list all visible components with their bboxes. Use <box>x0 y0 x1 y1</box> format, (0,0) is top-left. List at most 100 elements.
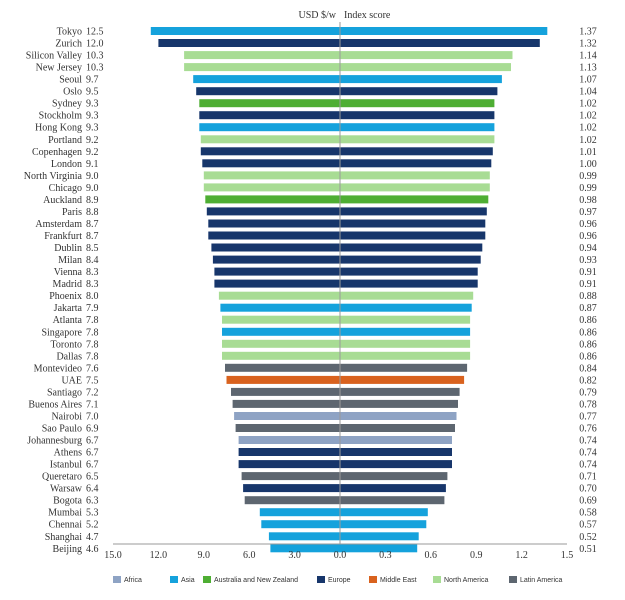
bar-usd-warsaw <box>243 484 340 493</box>
usd-value-label: 8.7 <box>86 231 99 242</box>
city-label: Copenhagen <box>32 147 82 158</box>
bar-usd-johannesburg <box>238 436 340 444</box>
city-label: Silicon Valley <box>26 51 82 62</box>
usd-value-label: 10.3 <box>86 63 104 74</box>
usd-value-label: 7.6 <box>86 363 99 374</box>
bar-index-auckland <box>340 195 489 204</box>
index-value-label: 0.87 <box>579 303 597 314</box>
bar-usd-amsterdam <box>208 219 340 228</box>
usd-value-label: 9.0 <box>86 171 99 182</box>
bar-usd-auckland <box>205 195 340 204</box>
bar-index-queretaro <box>340 472 448 481</box>
bar-index-warsaw <box>340 484 446 493</box>
bar-usd-frankfurt <box>208 231 340 240</box>
usd-value-label: 7.8 <box>86 339 99 350</box>
bar-index-paris <box>340 207 487 216</box>
city-label: Dublin <box>54 243 82 254</box>
usd-value-label: 7.8 <box>86 351 99 362</box>
legend-label: Latin America <box>520 577 563 584</box>
index-value-label: 0.70 <box>579 484 597 495</box>
city-label: Nairobi <box>51 412 82 423</box>
index-value-label: 0.99 <box>579 171 597 182</box>
usd-value-label: 10.3 <box>86 51 104 62</box>
bar-usd-jakarta <box>220 303 340 312</box>
usd-value-label: 6.4 <box>86 484 99 495</box>
legend-label: North America <box>444 577 488 584</box>
bar-usd-sydney <box>199 99 340 108</box>
usd-value-label: 6.7 <box>86 436 99 447</box>
city-label: Queretaro <box>42 472 82 483</box>
bar-usd-istanbul <box>238 460 340 469</box>
bar-usd-north-virginia <box>203 171 340 180</box>
usd-value-label: 7.9 <box>86 303 99 314</box>
city-label: Dallas <box>56 351 82 362</box>
legend-item-asia: Asia <box>170 576 195 584</box>
usd-value-label: 6.7 <box>86 460 99 471</box>
city-label: Paris <box>62 207 82 218</box>
bar-index-tokyo <box>340 27 548 35</box>
index-value-label: 0.91 <box>579 267 597 278</box>
usd-value-label: 12.5 <box>86 27 104 38</box>
city-label: Vienna <box>54 267 83 278</box>
bar-usd-beijing <box>270 544 340 553</box>
bar-usd-dallas <box>222 351 340 360</box>
index-value-label: 0.94 <box>579 243 597 254</box>
bar-index-buenos-aires <box>340 399 458 408</box>
index-value-label: 1.13 <box>579 63 597 74</box>
city-label: Santiago <box>47 387 82 398</box>
left-tick-label: 15.0 <box>104 550 122 561</box>
bars: Tokyo 12.5 1.37 Zurich 12.0 1.32 Silicon Valle… <box>24 27 597 555</box>
bar-index-vienna <box>340 267 478 276</box>
legend-swatch <box>113 576 121 583</box>
bar-index-istanbul <box>340 460 452 469</box>
index-value-label: 0.74 <box>579 448 597 459</box>
city-label: Johannesburg <box>27 436 82 447</box>
bar-usd-new-jersey <box>184 63 340 72</box>
city-label: Chicago <box>49 183 82 194</box>
legend-swatch <box>433 576 441 583</box>
right-tick-label: 1.5 <box>561 550 574 561</box>
index-value-label: 0.93 <box>579 255 597 266</box>
index-value-label: 0.88 <box>579 291 597 302</box>
index-value-label: 1.02 <box>579 99 597 110</box>
legend-label: Australia and New Zealand <box>214 577 298 584</box>
legend-swatch <box>369 576 377 583</box>
bar-usd-london <box>202 159 340 168</box>
bar-usd-santiago <box>231 387 340 396</box>
index-value-label: 0.58 <box>579 508 597 519</box>
bar-usd-montevideo <box>225 363 340 372</box>
bar-index-dublin <box>340 243 483 252</box>
legend-item-na: North America <box>433 576 488 584</box>
bar-usd-toronto <box>222 339 340 348</box>
bar-index-uae <box>340 375 465 384</box>
bar-usd-seoul <box>193 75 340 84</box>
city-label: Montevideo <box>34 363 82 374</box>
bar-usd-bogota <box>244 496 340 505</box>
index-value-label: 0.74 <box>579 460 597 471</box>
index-value-label: 0.99 <box>579 183 597 194</box>
legend-swatch <box>170 576 178 583</box>
city-label: Athens <box>54 448 82 459</box>
bar-usd-paris <box>206 207 340 216</box>
right-tick-label: 0.9 <box>470 550 483 561</box>
city-label: Warsaw <box>50 484 83 495</box>
index-value-label: 0.91 <box>579 279 597 290</box>
city-label: Atlanta <box>53 315 83 326</box>
usd-value-label: 9.3 <box>86 123 99 134</box>
index-value-label: 0.71 <box>579 472 597 483</box>
right-header: Index score <box>344 10 391 21</box>
city-label: Shanghai <box>45 532 82 543</box>
usd-value-label: 5.2 <box>86 520 99 531</box>
bar-index-bogota <box>340 496 445 505</box>
usd-value-label: 6.3 <box>86 496 99 507</box>
bar-index-athens <box>340 448 452 456</box>
bar-index-london <box>340 159 492 168</box>
usd-value-label: 8.4 <box>86 255 99 266</box>
index-value-label: 1.07 <box>579 75 597 86</box>
index-value-label: 0.96 <box>579 219 597 230</box>
zero-tick-label: 0.0 <box>334 550 347 561</box>
city-label: Stockholm <box>39 111 83 122</box>
index-value-label: 0.82 <box>579 375 597 386</box>
city-label: Singapore <box>41 327 82 338</box>
bar-index-chennai <box>340 520 427 529</box>
